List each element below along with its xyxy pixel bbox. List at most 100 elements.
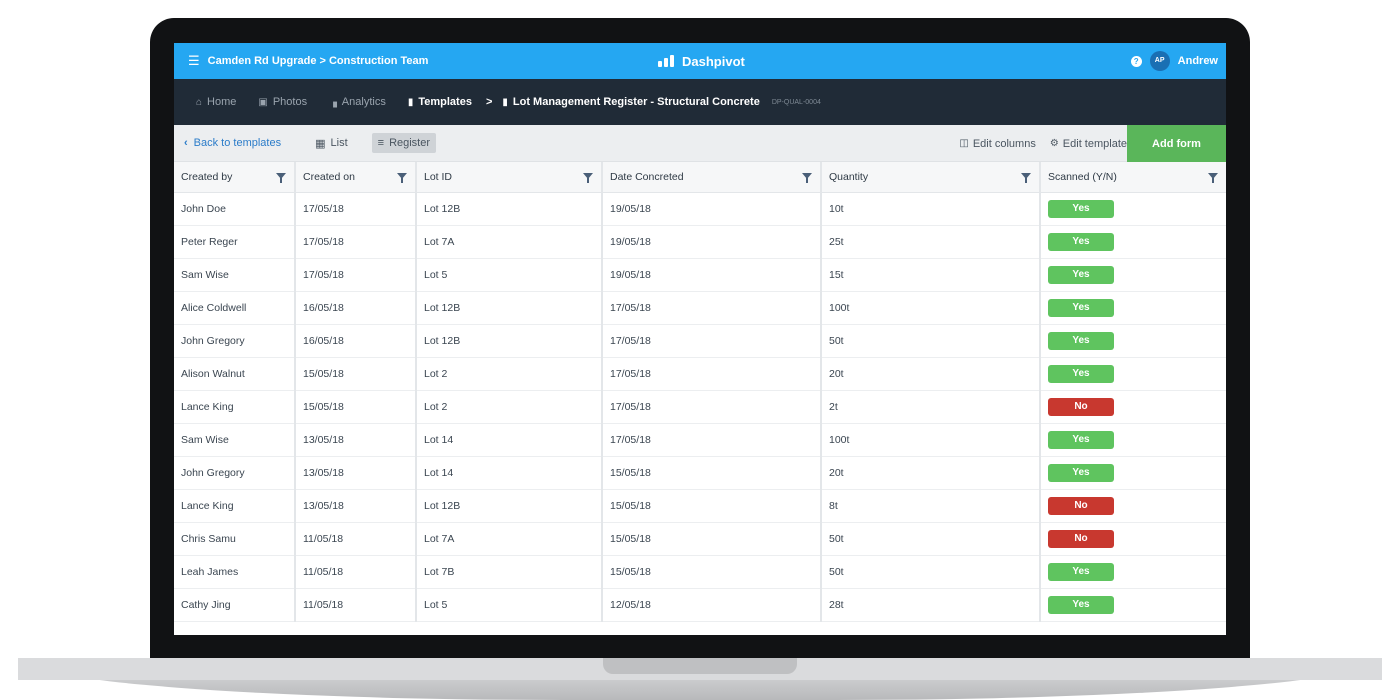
cell-lot-id[interactable]: Lot 14	[416, 456, 603, 490]
cell-scanned[interactable]: Yes	[1040, 258, 1226, 292]
cell-created-on[interactable]: 16/05/18	[295, 324, 417, 358]
nav-current-template[interactable]: ▮ Lot Management Register - Structural C…	[502, 96, 759, 108]
cell-date-concreted[interactable]: 15/05/18	[602, 555, 822, 589]
cell-date-concreted[interactable]: 12/05/18	[602, 588, 822, 622]
scanned-status-badge[interactable]: Yes	[1048, 562, 1114, 581]
cell-created-on[interactable]: 13/05/18	[295, 456, 417, 490]
scanned-status-badge[interactable]: Yes	[1048, 265, 1114, 284]
cell-created-on[interactable]: 11/05/18	[295, 588, 417, 622]
hamburger-menu-icon[interactable]: ☰	[188, 53, 200, 68]
cell-scanned[interactable]: Yes	[1040, 192, 1226, 226]
column-header-scanned[interactable]: Scanned (Y/N)	[1040, 162, 1226, 193]
project-breadcrumb[interactable]: ☰ Camden Rd Upgrade > Construction Team	[174, 53, 428, 69]
register-view-button[interactable]: ≡ Register	[371, 133, 437, 153]
filter-icon[interactable]	[397, 173, 407, 183]
column-header-date-concreted[interactable]: Date Concreted	[602, 162, 822, 193]
cell-created-by[interactable]: Lance King	[174, 489, 296, 523]
edit-template-button[interactable]: ⚙ Edit template	[1050, 138, 1127, 150]
column-header-lot-id[interactable]: Lot ID	[416, 162, 603, 193]
cell-lot-id[interactable]: Lot 7A	[416, 522, 603, 556]
cell-lot-id[interactable]: Lot 12B	[416, 291, 603, 325]
cell-scanned[interactable]: Yes	[1040, 357, 1226, 391]
dashpivot-logo[interactable]: Dashpivot	[658, 43, 745, 79]
cell-scanned[interactable]: Yes	[1040, 291, 1226, 325]
cell-quantity[interactable]: 50t	[821, 555, 1041, 589]
nav-home[interactable]: ⌂ Home	[196, 96, 236, 108]
nav-photos[interactable]: ▣ Photos	[258, 96, 307, 108]
cell-created-on[interactable]: 17/05/18	[295, 192, 417, 226]
scanned-status-badge[interactable]: No	[1048, 496, 1114, 515]
cell-created-by[interactable]: John Gregory	[174, 324, 296, 358]
edit-columns-button[interactable]: ◫ Edit columns	[959, 138, 1035, 150]
help-icon[interactable]: ?	[1130, 55, 1142, 67]
scanned-status-badge[interactable]: No	[1048, 529, 1114, 548]
cell-quantity[interactable]: 25t	[821, 225, 1041, 259]
cell-created-on[interactable]: 17/05/18	[295, 258, 417, 292]
filter-icon[interactable]	[1208, 173, 1218, 183]
table-row[interactable]: Cathy Jing 11/05/18 Lot 5 12/05/18 28t Yes	[174, 588, 1226, 622]
cell-lot-id[interactable]: Lot 7A	[416, 225, 603, 259]
cell-created-on[interactable]: 15/05/18	[295, 357, 417, 391]
cell-created-on[interactable]: 11/05/18	[295, 522, 417, 556]
cell-scanned[interactable]: Yes	[1040, 456, 1226, 490]
cell-quantity[interactable]: 50t	[821, 324, 1041, 358]
table-row[interactable]: Sam Wise 17/05/18 Lot 5 19/05/18 15t Yes	[174, 258, 1226, 292]
scanned-status-badge[interactable]: Yes	[1048, 595, 1114, 614]
cell-quantity[interactable]: 8t	[821, 489, 1041, 523]
list-view-button[interactable]: ▦ List	[309, 133, 354, 154]
table-row[interactable]: Peter Reger 17/05/18 Lot 7A 19/05/18 25t Yes	[174, 225, 1226, 259]
table-row[interactable]: Alison Walnut 15/05/18 Lot 2 17/05/18 20t Yes	[174, 357, 1226, 391]
table-row[interactable]: John Gregory 13/05/18 Lot 14 15/05/18 20t Yes	[174, 456, 1226, 490]
cell-created-on[interactable]: 13/05/18	[295, 423, 417, 457]
filter-icon[interactable]	[802, 173, 812, 183]
user-name[interactable]: Andrew	[1177, 55, 1218, 67]
cell-created-by[interactable]: Lance King	[174, 390, 296, 424]
cell-created-by[interactable]: Alison Walnut	[174, 357, 296, 391]
cell-created-by[interactable]: Sam Wise	[174, 258, 296, 292]
table-row[interactable]: Chris Samu 11/05/18 Lot 7A 15/05/18 50t No	[174, 522, 1226, 556]
table-row[interactable]: John Gregory 16/05/18 Lot 12B 17/05/18 50t Ye…	[174, 324, 1226, 358]
scanned-status-badge[interactable]: Yes	[1048, 298, 1114, 317]
cell-created-by[interactable]: Cathy Jing	[174, 588, 296, 622]
cell-quantity[interactable]: 100t	[821, 423, 1041, 457]
scanned-status-badge[interactable]: Yes	[1048, 199, 1114, 218]
table-row[interactable]: Lance King 15/05/18 Lot 2 17/05/18 2t No	[174, 390, 1226, 424]
cell-created-by[interactable]: Sam Wise	[174, 423, 296, 457]
project-breadcrumb-text[interactable]: Camden Rd Upgrade > Construction Team	[207, 55, 429, 67]
cell-scanned[interactable]: Yes	[1040, 225, 1226, 259]
cell-date-concreted[interactable]: 17/05/18	[602, 291, 822, 325]
cell-lot-id[interactable]: Lot 2	[416, 357, 603, 391]
filter-icon[interactable]	[1021, 173, 1031, 183]
cell-scanned[interactable]: No	[1040, 390, 1226, 424]
cell-created-by[interactable]: Chris Samu	[174, 522, 296, 556]
cell-date-concreted[interactable]: 15/05/18	[602, 522, 822, 556]
cell-created-on[interactable]: 16/05/18	[295, 291, 417, 325]
scanned-status-badge[interactable]: Yes	[1048, 430, 1114, 449]
cell-scanned[interactable]: No	[1040, 522, 1226, 556]
table-row[interactable]: Sam Wise 13/05/18 Lot 14 17/05/18 100t Yes	[174, 423, 1226, 457]
column-header-quantity[interactable]: Quantity	[821, 162, 1041, 193]
cell-quantity[interactable]: 20t	[821, 357, 1041, 391]
avatar[interactable]: AP	[1149, 51, 1170, 71]
cell-quantity[interactable]: 50t	[821, 522, 1041, 556]
scanned-status-badge[interactable]: Yes	[1048, 364, 1114, 383]
cell-quantity[interactable]: 20t	[821, 456, 1041, 490]
cell-date-concreted[interactable]: 19/05/18	[602, 192, 822, 226]
cell-created-on[interactable]: 13/05/18	[295, 489, 417, 523]
table-row[interactable]: Alice Coldwell 16/05/18 Lot 12B 17/05/18 100…	[174, 291, 1226, 325]
cell-created-by[interactable]: John Gregory	[174, 456, 296, 490]
table-row[interactable]: John Doe 17/05/18 Lot 12B 19/05/18 10t Yes	[174, 192, 1226, 226]
cell-scanned[interactable]: Yes	[1040, 555, 1226, 589]
cell-lot-id[interactable]: Lot 2	[416, 390, 603, 424]
cell-date-concreted[interactable]: 17/05/18	[602, 423, 822, 457]
table-row[interactable]: Leah James 11/05/18 Lot 7B 15/05/18 50t Yes	[174, 555, 1226, 589]
nav-analytics[interactable]: ▗ Analytics	[329, 96, 386, 108]
add-form-button[interactable]: Add form	[1127, 125, 1226, 162]
cell-lot-id[interactable]: Lot 7B	[416, 555, 603, 589]
cell-quantity[interactable]: 10t	[821, 192, 1041, 226]
cell-created-by[interactable]: Leah James	[174, 555, 296, 589]
cell-lot-id[interactable]: Lot 5	[416, 258, 603, 292]
cell-lot-id[interactable]: Lot 5	[416, 588, 603, 622]
column-header-created-by[interactable]: Created by	[174, 162, 296, 193]
cell-created-on[interactable]: 17/05/18	[295, 225, 417, 259]
